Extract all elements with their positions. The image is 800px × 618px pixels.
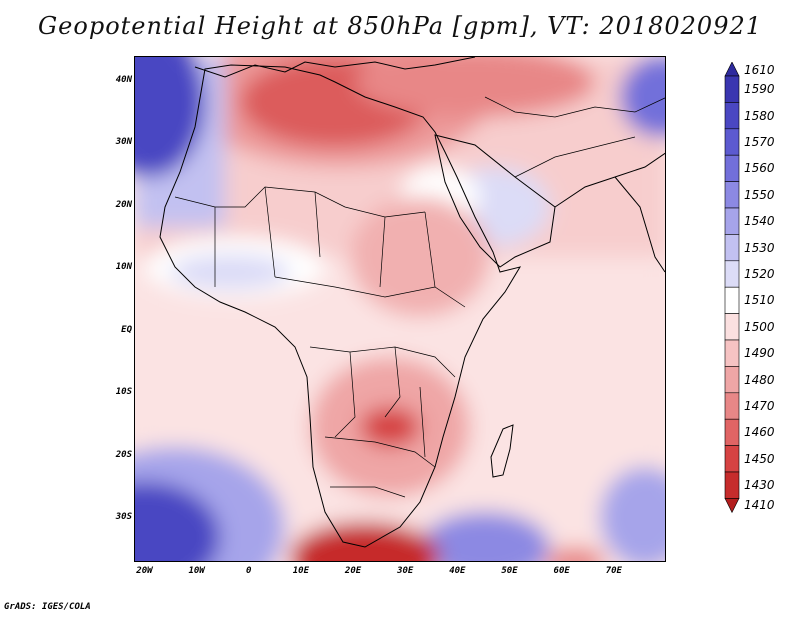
colorbar-level-label: 1580: [744, 108, 775, 123]
colorbar: [724, 62, 740, 514]
madagascar-coastline: [490, 424, 514, 478]
map-panel: [134, 56, 666, 562]
colorbar-level-label: 1410: [744, 497, 775, 512]
colorbar-level-label: 1520: [744, 267, 775, 281]
border-meridional: [214, 186, 436, 288]
colorbar-level-label: 1480: [744, 372, 775, 387]
colorbar-swatch: [724, 471, 740, 499]
footer-credit: GrADS: IGES/COLA: [4, 602, 91, 612]
colorbar-level-label: 1470: [744, 399, 775, 413]
coastlines: [159, 57, 665, 548]
africa-coastline: [159, 64, 522, 548]
colorbar-swatch: [724, 75, 740, 103]
colorbar-level-label: 1610: [744, 62, 775, 77]
colorbar-swatch: [724, 102, 740, 130]
border-iran: [514, 136, 636, 178]
lat-tick-label: EQ: [121, 324, 132, 335]
border-asia: [484, 96, 665, 118]
europe-coastline: [194, 57, 476, 78]
lon-tick-label: 10W: [188, 566, 205, 576]
colorbar-swatch: [724, 128, 740, 156]
colorbar-level-label: 1430: [744, 478, 775, 493]
lon-tick-label: 70E: [605, 566, 622, 576]
colorbar-swatch: [724, 154, 740, 182]
colorbar-swatch: [724, 392, 740, 420]
colorbar-bottom-arrow: [724, 498, 740, 514]
colorbar-swatch: [724, 366, 740, 394]
lon-tick-label: 20W: [136, 566, 153, 576]
lat-tick-label: 30S: [115, 512, 132, 523]
colorbar-level-label: 1500: [744, 319, 775, 334]
country-borders: [174, 96, 665, 498]
border-sahara: [174, 186, 426, 218]
lat-tick-label: 40N: [115, 74, 132, 85]
colorbar-level-label: 1540: [744, 214, 775, 229]
lon-tick-label: 50E: [501, 566, 518, 576]
colorbar-level-label: 1450: [744, 451, 775, 466]
lat-tick-label: 10S: [115, 387, 132, 398]
arabia-coastline: [434, 134, 556, 268]
colorbar-swatch: [724, 313, 740, 341]
border-south-central: [334, 346, 426, 458]
lon-tick-label: 30E: [397, 566, 414, 576]
lon-tick-label: 60E: [553, 566, 570, 576]
height-field: [135, 57, 665, 561]
lat-tick-label: 20N: [115, 199, 132, 210]
colorbar-swatch: [724, 445, 740, 473]
colorbar-swatch: [724, 260, 740, 288]
lon-tick-label: 40E: [449, 566, 466, 576]
lon-tick-label: 0: [246, 566, 252, 576]
colorbar-swatch: [724, 286, 740, 314]
map-title: Geopotential Height at 850hPa [gpm], VT:…: [38, 12, 762, 40]
contour-map: [135, 57, 665, 561]
colorbar-level-label: 1530: [744, 240, 775, 255]
border-sahel: [274, 276, 466, 308]
lat-tick-label: 30N: [115, 137, 132, 148]
colorbar-swatch: [724, 234, 740, 262]
border-southern: [324, 436, 436, 468]
colorbar-level-label: 1460: [744, 425, 775, 440]
lat-tick-label: 10N: [115, 262, 132, 273]
colorbar-level-label: 1490: [744, 346, 775, 361]
colorbar-swatch: [724, 339, 740, 367]
colorbar-swatch: [724, 207, 740, 235]
lon-tick-label: 20E: [344, 566, 362, 576]
border-sa: [330, 486, 406, 498]
colorbar-level-label: 1550: [744, 187, 775, 202]
lat-tick-label: 20S: [115, 449, 132, 460]
colorbar-level-label: 1510: [744, 293, 775, 308]
colorbar-level-label: 1560: [744, 161, 775, 176]
lon-tick-label: 10E: [292, 566, 310, 576]
colorbar-level-label: 1570: [744, 135, 775, 149]
india-coastline: [614, 176, 665, 273]
colorbar-top-arrow: [724, 62, 740, 77]
colorbar-swatch: [724, 418, 740, 446]
colorbar-swatch: [724, 181, 740, 209]
colorbar-level-label: 1590: [744, 82, 775, 97]
